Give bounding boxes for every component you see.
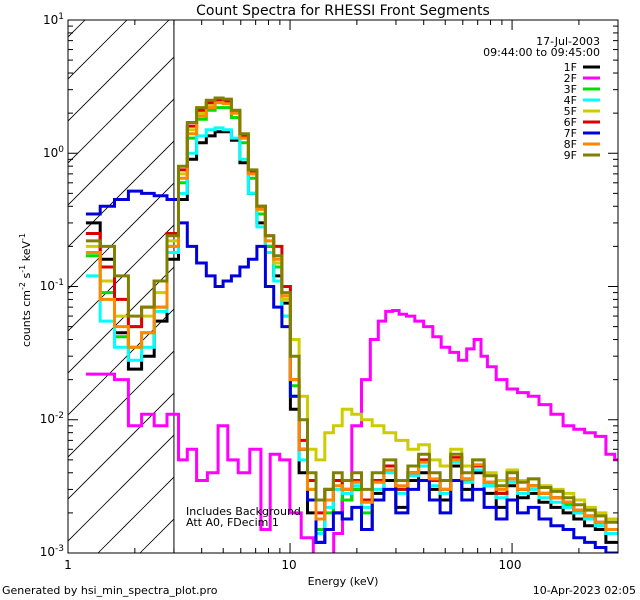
x-axis-label: Energy (keV) (308, 575, 379, 588)
series-7F (85, 189, 618, 553)
hatch-line (0, 20, 1, 553)
legend-label-9F: 9F (564, 149, 577, 162)
series-layer (85, 96, 618, 553)
legend-label-2F: 2F (564, 72, 577, 85)
hatch-line (68, 20, 170, 122)
legend-label-6F: 6F (564, 116, 577, 129)
legend-label-1F: 1F (564, 61, 577, 74)
legend-label-8F: 8F (564, 138, 577, 151)
observation-date: 17-Jul-2003 (536, 35, 600, 48)
series-5F (85, 99, 618, 521)
x-tick-label-1: 1 (64, 558, 72, 572)
attenuator-hatch-region (0, 20, 640, 553)
y-tick-label-1e-2: 10-2 (40, 411, 64, 426)
observation-time-range: 09:44:00 to 09:45:00 (483, 46, 600, 59)
y-tick-label-1e1: 101 (43, 12, 64, 27)
x-tick-label-100: 100 (499, 558, 522, 572)
y-axis-ticks (68, 19, 618, 554)
hatch-line (68, 434, 174, 542)
series-9F (85, 96, 618, 524)
footer-timestamp: 10-Apr-2023 02:05 (533, 584, 636, 597)
x-axis-ticks (67, 20, 619, 553)
legend-label-7F: 7F (564, 127, 577, 140)
y-axis-label: counts cm-2 s-1 keV-1 (18, 233, 33, 347)
series-8F (85, 101, 618, 531)
annotation-background: Includes Background (186, 505, 301, 518)
hatch-line (68, 98, 174, 206)
y-tick-label-1e-3: 10-3 (40, 544, 64, 559)
hatch-line (68, 56, 174, 164)
footer-generated-by: Generated by hsi_min_spectra_plot.pro (2, 584, 218, 597)
y-tick-label-1e0: 100 (43, 145, 64, 160)
chart-title: Count Spectra for RHESSI Front Segments (196, 3, 490, 19)
series-4F (85, 126, 618, 535)
annotation-attenuator: Att A0, FDecim 1 (186, 516, 279, 529)
hatch-line (97, 476, 174, 553)
legend-label-3F: 3F (564, 83, 577, 96)
y-tick-labels: 10-3 10-2 10-1 100 101 (40, 12, 65, 559)
hatch-line (68, 224, 174, 332)
hatch-line (68, 392, 174, 500)
legend-label-4F: 4F (564, 94, 577, 107)
hatch-line (518, 20, 640, 553)
x-tick-label-10: 10 (281, 558, 296, 572)
series-2F (85, 309, 618, 553)
hatch-line (602, 20, 640, 553)
legend-label-5F: 5F (564, 105, 577, 118)
y-tick-label-1e-1: 10-1 (40, 278, 64, 293)
